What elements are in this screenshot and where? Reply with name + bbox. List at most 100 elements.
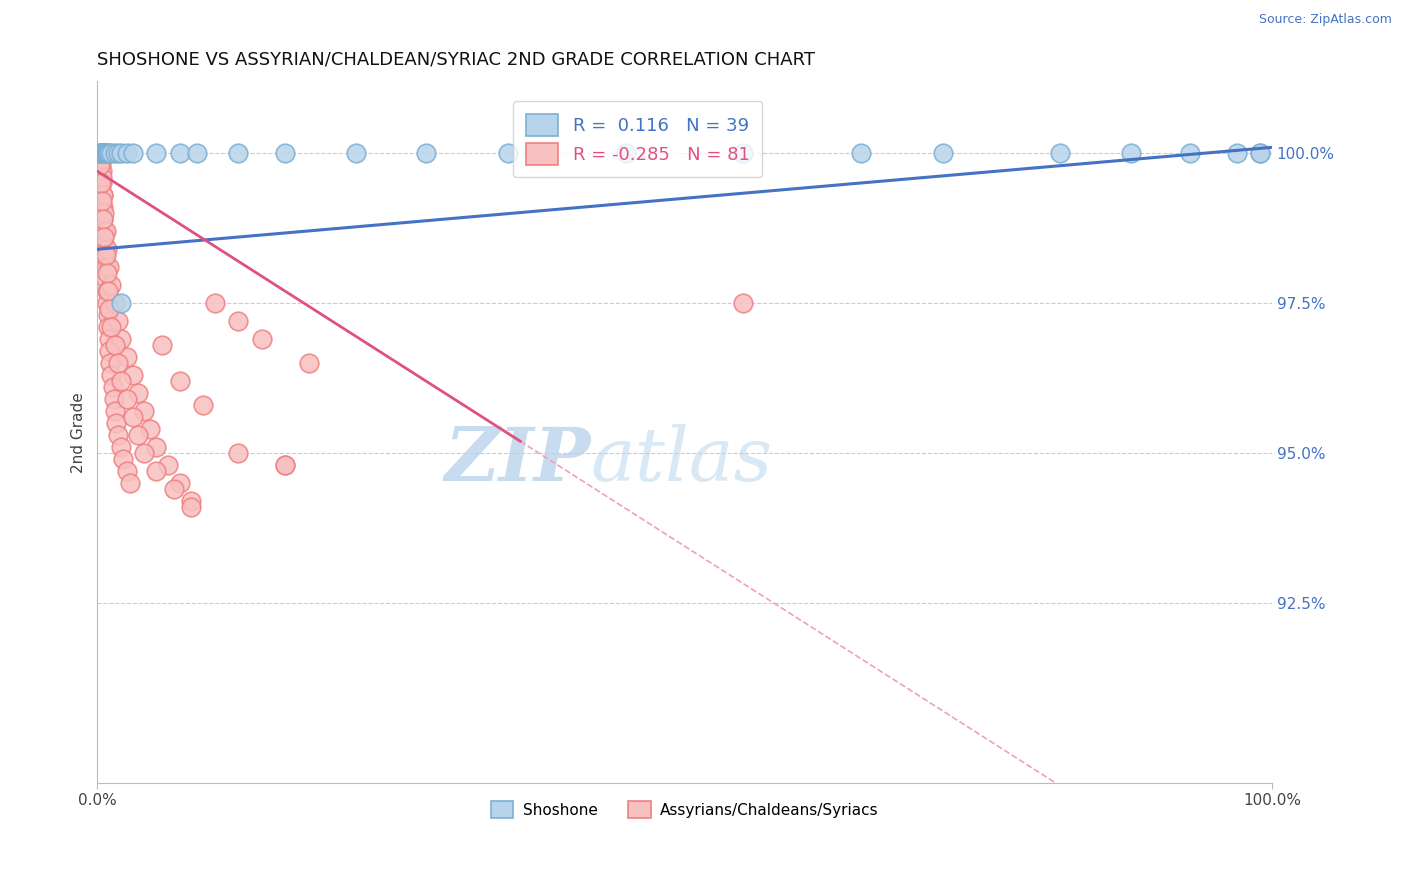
Point <box>1249 146 1271 161</box>
Point <box>96 266 118 280</box>
Point <box>90 146 112 161</box>
Point <box>98 356 121 370</box>
Point <box>112 452 135 467</box>
Point <box>115 350 138 364</box>
Point <box>274 146 297 161</box>
Point <box>100 146 122 161</box>
Point <box>226 146 249 161</box>
Point <box>90 158 112 172</box>
Point <box>107 356 129 370</box>
Point <box>733 146 755 161</box>
Point <box>104 296 127 310</box>
Point <box>96 242 118 256</box>
Point <box>115 392 138 407</box>
Point <box>121 368 143 383</box>
Point <box>94 224 117 238</box>
Point <box>156 458 179 473</box>
Point <box>94 146 117 161</box>
Point <box>1249 146 1271 161</box>
Point <box>93 236 115 251</box>
Point <box>145 146 167 161</box>
Point <box>93 146 115 161</box>
Point <box>97 308 120 322</box>
Point <box>91 212 114 227</box>
Point <box>91 176 114 190</box>
Point <box>94 248 117 262</box>
Point <box>103 392 125 407</box>
Point <box>91 212 114 227</box>
Point <box>94 260 117 275</box>
Point <box>90 146 112 161</box>
Point <box>298 356 321 370</box>
Point <box>145 440 167 454</box>
Point <box>90 176 112 190</box>
Point <box>121 146 143 161</box>
Point <box>91 194 114 209</box>
Point <box>97 320 120 334</box>
Point <box>1226 146 1249 161</box>
Text: ZIP: ZIP <box>444 424 591 497</box>
Point <box>163 482 186 496</box>
Point <box>91 146 114 161</box>
Point <box>98 344 121 359</box>
Point <box>89 158 111 172</box>
Point <box>90 153 112 167</box>
Point <box>94 146 117 161</box>
Point <box>96 146 118 161</box>
Point <box>115 146 138 161</box>
Point <box>96 285 118 299</box>
Point <box>226 446 249 460</box>
Point <box>91 146 114 161</box>
Point <box>91 146 114 161</box>
Point <box>180 494 202 508</box>
Point <box>169 476 191 491</box>
Point <box>104 146 127 161</box>
Point <box>98 260 121 275</box>
Point <box>110 374 132 388</box>
Point <box>93 146 115 161</box>
Text: Source: ZipAtlas.com: Source: ZipAtlas.com <box>1258 13 1392 27</box>
Point <box>107 428 129 442</box>
Point <box>100 320 122 334</box>
Point <box>180 500 202 515</box>
Point <box>104 404 127 418</box>
Point <box>145 464 167 478</box>
Point <box>932 146 955 161</box>
Point <box>110 332 132 346</box>
Point <box>91 200 114 214</box>
Point <box>100 368 122 383</box>
Point <box>1178 146 1201 161</box>
Text: atlas: atlas <box>591 424 773 497</box>
Point <box>204 296 226 310</box>
Point <box>97 285 120 299</box>
Point <box>274 458 297 473</box>
Point <box>104 338 127 352</box>
Point <box>91 164 114 178</box>
Point <box>121 410 143 425</box>
Point <box>134 446 156 460</box>
Point <box>110 146 132 161</box>
Point <box>98 302 121 317</box>
Point <box>98 146 121 161</box>
Y-axis label: 2nd Grade: 2nd Grade <box>72 392 86 473</box>
Point <box>169 146 191 161</box>
Point <box>226 314 249 328</box>
Point <box>94 272 117 286</box>
Point <box>91 146 114 161</box>
Point <box>107 314 129 328</box>
Point <box>91 170 114 185</box>
Point <box>120 476 142 491</box>
Point <box>96 296 118 310</box>
Point <box>191 398 214 412</box>
Point <box>733 296 755 310</box>
Point <box>1049 146 1071 161</box>
Legend: Shoshone, Assyrians/Chaldeans/Syriacs: Shoshone, Assyrians/Chaldeans/Syriacs <box>485 795 884 824</box>
Point <box>110 440 132 454</box>
Point <box>127 428 149 442</box>
Point <box>110 296 132 310</box>
Point <box>90 146 112 161</box>
Point <box>93 206 115 220</box>
Point <box>100 278 122 293</box>
Point <box>1119 146 1142 161</box>
Point <box>139 422 162 436</box>
